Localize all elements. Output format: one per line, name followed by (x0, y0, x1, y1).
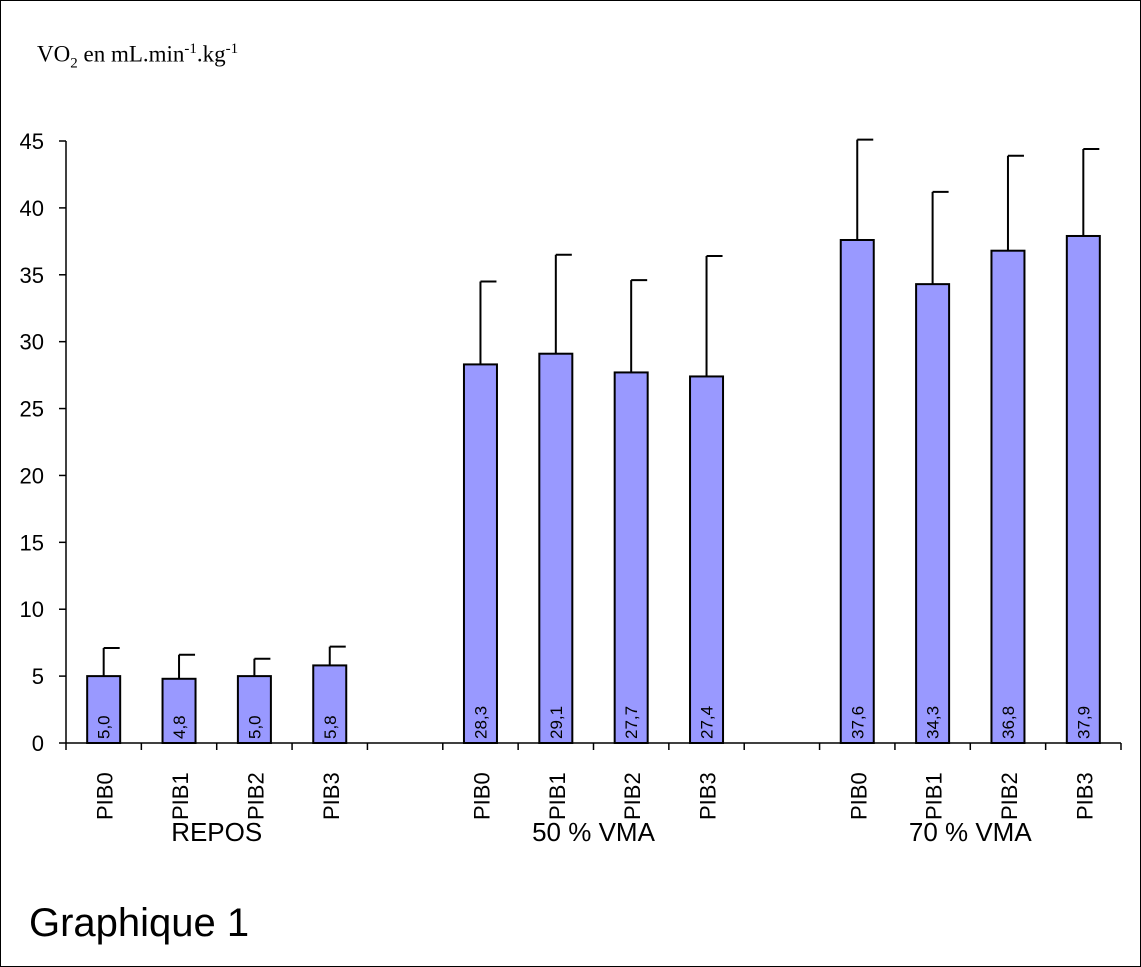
category-label: PIB1 (922, 772, 947, 820)
bar-value-label: 27,7 (622, 706, 641, 739)
category-label: PIB1 (545, 772, 570, 820)
bar-chart: 5,0 4,8 5,0 5,8 28,3 29,1 27,7 27,4 37,6 34,3 36,8… (20, 129, 1122, 847)
bar (161, 677, 197, 745)
category-label: PIB3 (319, 772, 344, 820)
bar (613, 371, 649, 744)
bar (236, 675, 272, 744)
bar (990, 249, 1026, 744)
bar-value-label: 27,4 (698, 706, 717, 739)
y-tick-label: 15 (20, 530, 44, 555)
category-label: PIB0 (469, 772, 494, 820)
category-label: PIB2 (997, 772, 1022, 820)
bar (839, 238, 875, 745)
y-tick-label: 10 (20, 597, 44, 622)
bar-value-label: 5,0 (245, 715, 264, 739)
bar-value-label: 4,8 (170, 715, 189, 739)
bar (538, 352, 574, 744)
category-label: PIB2 (243, 772, 268, 820)
bar-value-label: 5,0 (95, 715, 114, 739)
group-label: 70 % VMA (909, 817, 1032, 847)
bar-value-label: 36,8 (999, 706, 1018, 739)
bar (86, 675, 122, 744)
y-tick-label: 25 (20, 397, 44, 422)
y-axis-label: VO2 en mL.min-1.kg-1 (37, 41, 239, 72)
category-label: PIB0 (93, 772, 118, 820)
bar-value-label: 29,1 (547, 706, 566, 739)
bar (689, 375, 725, 744)
bar-value-label: 37,9 (1074, 706, 1093, 739)
y-tick-label: 0 (32, 731, 44, 756)
bar-value-label: 37,6 (848, 706, 867, 739)
category-label: PIB3 (696, 772, 721, 820)
group-label: 50 % VMA (532, 817, 655, 847)
category-label: PIB0 (846, 772, 871, 820)
bar (1065, 234, 1101, 745)
bar (462, 363, 498, 744)
bar-value-label: 28,3 (471, 706, 490, 739)
y-tick-label: 35 (20, 263, 44, 288)
y-tick-label: 30 (20, 330, 44, 355)
bar-value-label: 34,3 (924, 706, 943, 739)
category-label: PIB2 (620, 772, 645, 820)
y-tick-label: 40 (20, 196, 44, 221)
bar (915, 283, 951, 744)
category-label: PIB3 (1072, 772, 1097, 820)
bar-value-label: 5,8 (321, 715, 340, 739)
y-tick-label: 20 (20, 463, 44, 488)
y-tick-label: 5 (32, 664, 44, 689)
y-tick-label: 45 (20, 129, 44, 154)
category-label: PIB1 (168, 772, 193, 820)
group-label: REPOS (171, 817, 262, 847)
figure-caption: Graphique 1 (29, 901, 250, 945)
